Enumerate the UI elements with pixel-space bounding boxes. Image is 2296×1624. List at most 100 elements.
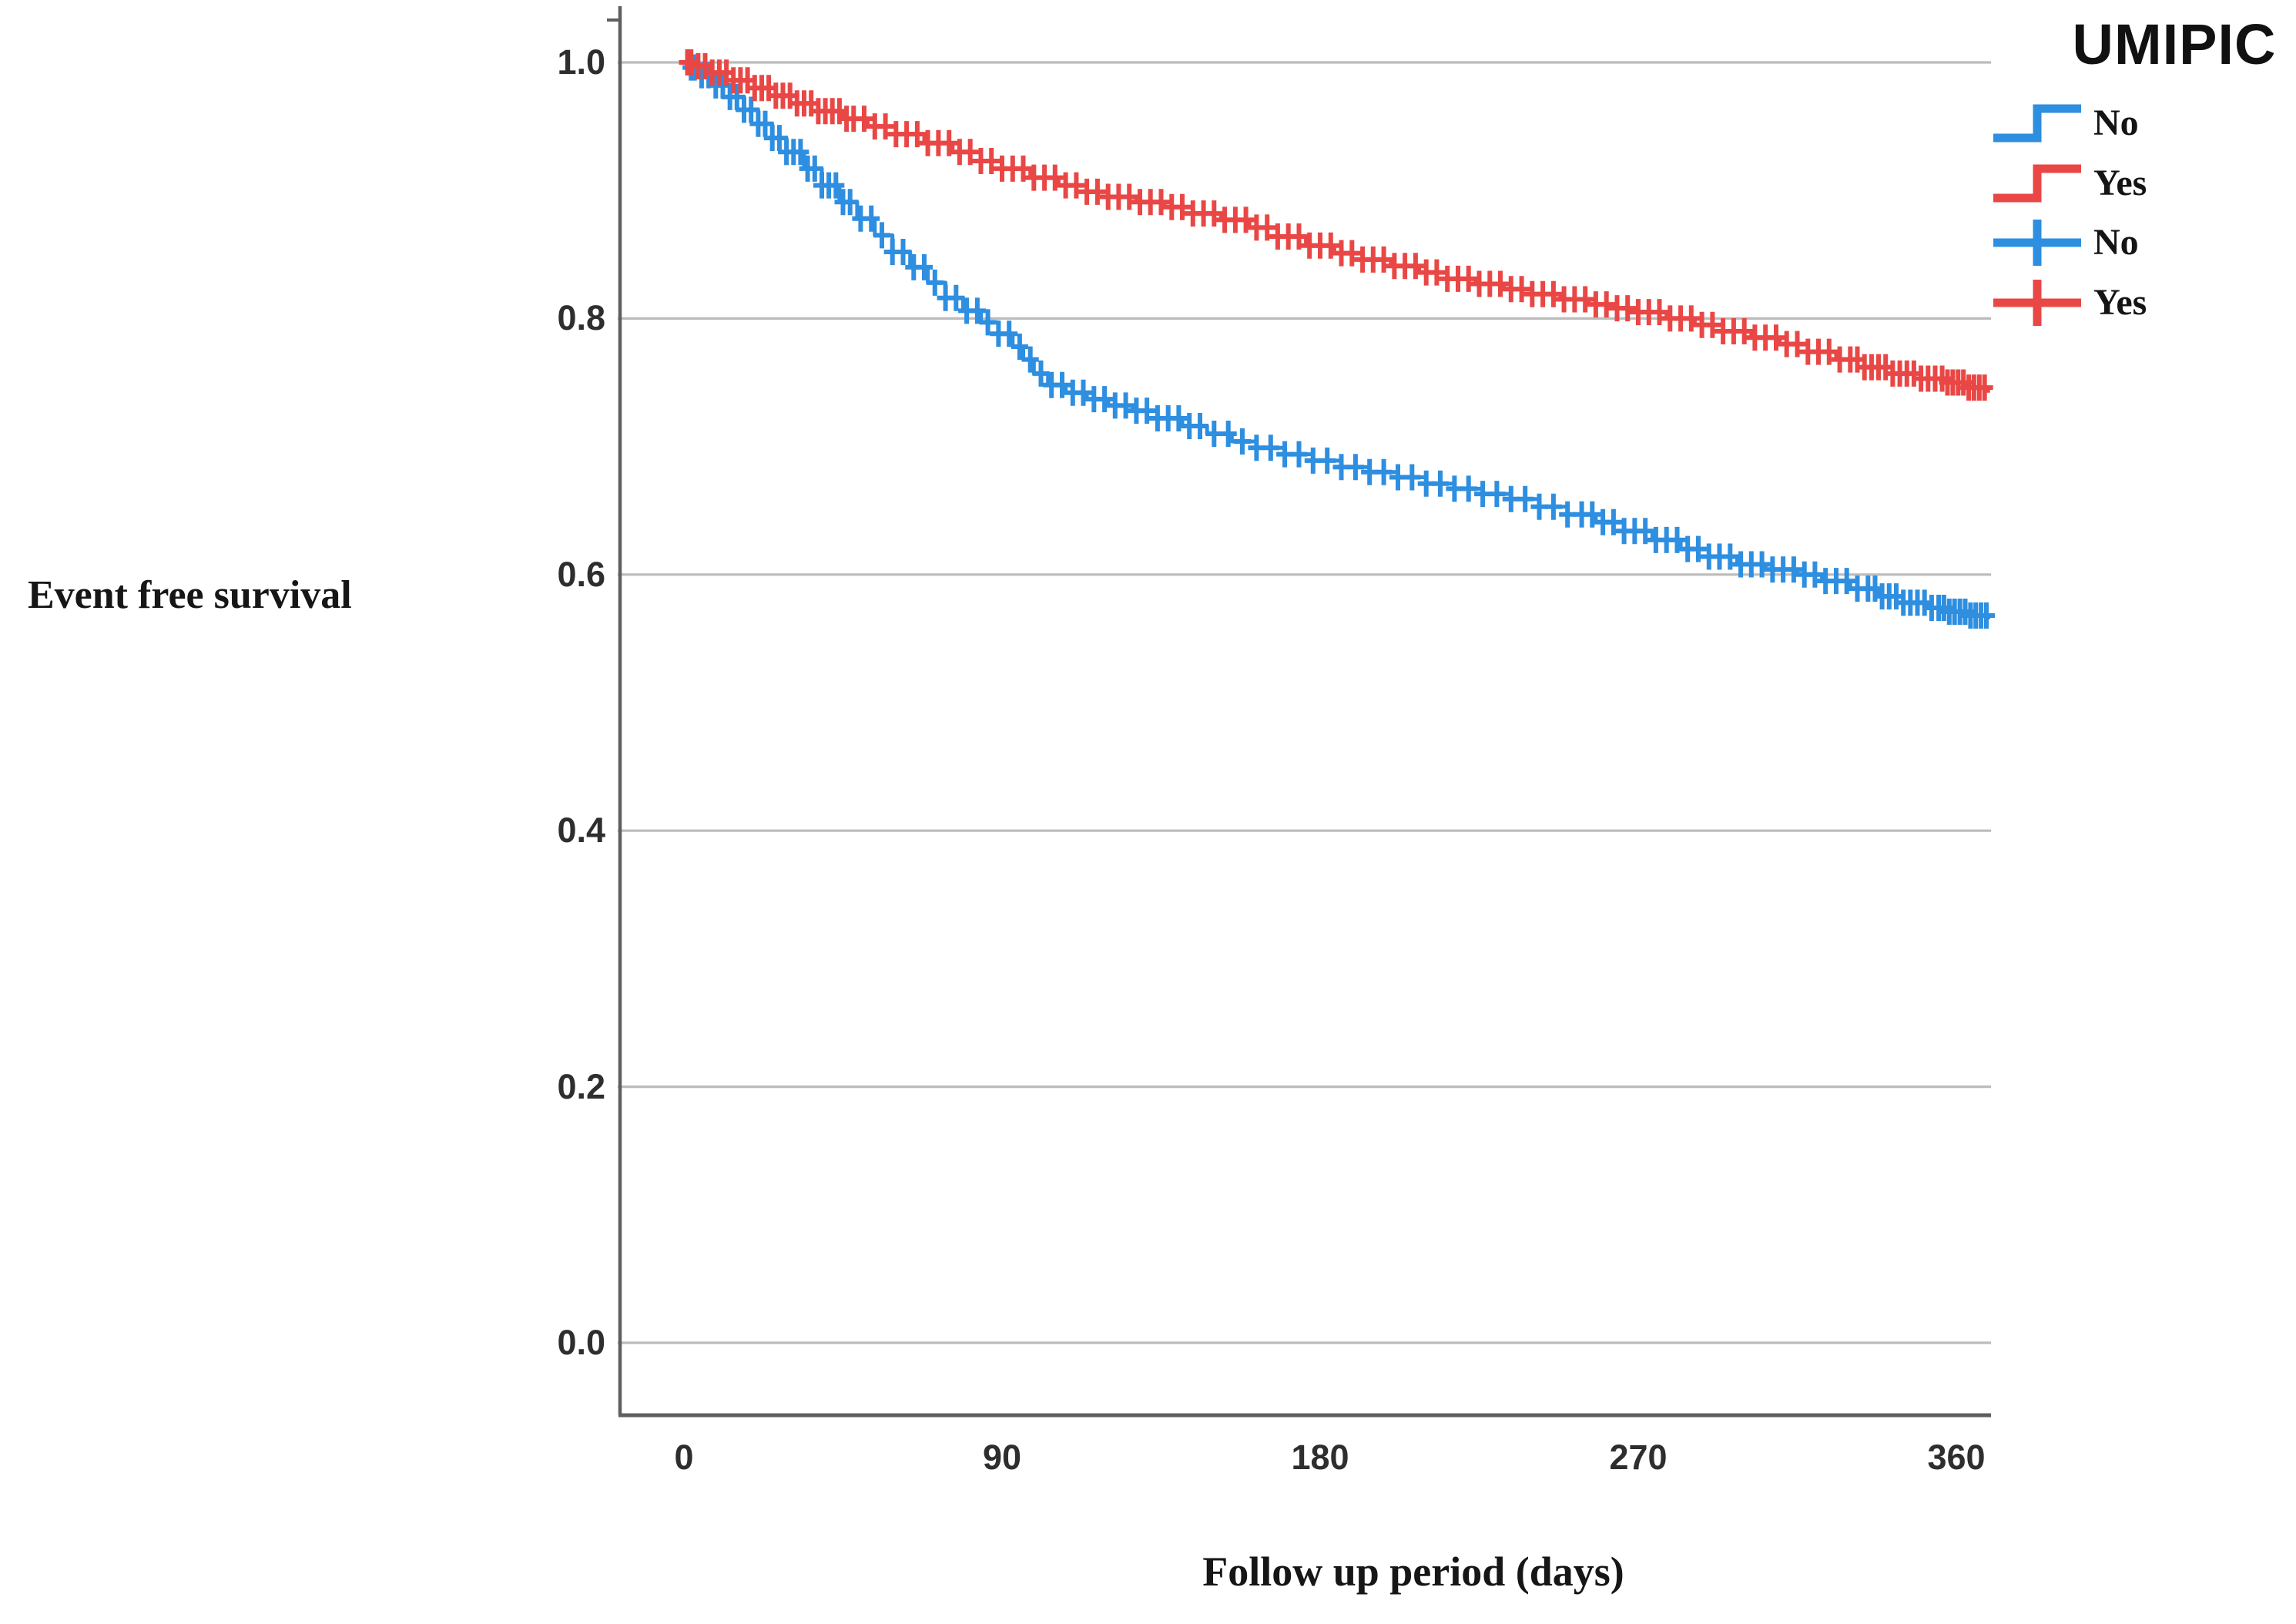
y-tick-label-1.0: 1.0: [557, 42, 605, 82]
censor-plus-mark: [841, 189, 859, 216]
censor-plus-mark: [1768, 324, 1785, 351]
legend-swatch-step-no: [1993, 104, 2081, 143]
censor-plus-mark: [1001, 320, 1018, 347]
censor-plus-mark: [1304, 447, 1322, 474]
censor-plus-mark: [756, 110, 774, 137]
censor-plus-mark: [1248, 435, 1265, 461]
censor-plus-mark: [1432, 470, 1449, 497]
censor-plus-mark: [1346, 454, 1364, 481]
censor-plus-mark: [1046, 164, 1064, 191]
censor-plus-mark: [1403, 464, 1421, 491]
censor-plus-mark: [1375, 458, 1393, 485]
censor-plus-mark: [1428, 259, 1446, 286]
censor-plus-mark: [947, 284, 965, 311]
censor-plus-mark: [1577, 286, 1594, 313]
censor-plus-mark: [1502, 485, 1520, 512]
censor-plus-mark: [1276, 441, 1294, 468]
x-tick-label-0: 0: [674, 1438, 694, 1477]
censor-plus-mark: [1290, 441, 1308, 468]
censor-plus-mark: [1838, 568, 1855, 595]
censor-plus-mark: [1460, 475, 1477, 502]
legend-label-1-yes: Yes: [2093, 163, 2147, 203]
censor-plus-mark: [1785, 556, 1802, 583]
censor-plus-mark: [1460, 265, 1477, 292]
censor-plus-mark: [1668, 526, 1686, 553]
censor-plus-mark: [1584, 501, 1601, 528]
y-tick-label-0.2: 0.2: [557, 1066, 605, 1106]
censor-plus-mark: [1011, 334, 1028, 360]
legend-swatch-step-yes: [1993, 164, 2081, 203]
censor-plus-mark: [1174, 193, 1191, 220]
censor-plus-mark: [806, 155, 823, 182]
y-tick-label-0.4: 0.4: [557, 810, 605, 851]
censor-plus-mark: [1343, 240, 1361, 267]
censor-plus-mark: [1544, 280, 1562, 307]
censor-plus-mark: [1032, 360, 1050, 387]
x-axis-title: Follow up period (days): [1202, 1549, 1624, 1595]
censor-plus-mark: [940, 129, 958, 156]
legend-swatch-plus-yes: [1993, 280, 2081, 326]
censor-plus-mark: [916, 253, 933, 280]
censor-plus-mark: [1651, 299, 1668, 326]
censor-plus-mark: [1753, 551, 1771, 578]
censor-plus-mark: [968, 297, 986, 324]
censor-plus-mark: [1259, 214, 1276, 241]
censor-plus-mark: [1088, 178, 1106, 205]
legend-label-3-yes: Yes: [2093, 282, 2147, 323]
censor-plus-mark: [1074, 379, 1092, 406]
censor-plus-mark: [1332, 454, 1350, 481]
censor-plus-mark: [1604, 508, 1622, 535]
censor-plus-mark: [827, 172, 845, 199]
censor-plus-mark: [873, 222, 890, 249]
censor-plus-mark: [894, 239, 912, 265]
x-tick-label-90: 90: [982, 1438, 1022, 1477]
censor-plus-mark: [1978, 602, 1995, 629]
censor-plus-mark: [1361, 458, 1379, 485]
censor-plus-mark: [1205, 421, 1223, 447]
y-axis-title: Event free survival: [28, 573, 352, 617]
censor-plus-mark: [1152, 189, 1170, 216]
censor-plus-mark: [1054, 371, 1071, 398]
censor-plus-mark: [1637, 518, 1654, 545]
censor-plus-mark: [1014, 155, 1032, 182]
censor-plus-mark: [856, 106, 873, 133]
censor-plus-mark: [1820, 338, 1838, 365]
censor-plus-mark: [1488, 481, 1506, 508]
x-tick-label-270: 270: [1609, 1438, 1668, 1477]
censor-plus-mark: [1492, 270, 1509, 297]
censor-plus-mark: [1290, 223, 1308, 250]
censor-plus-mark: [742, 96, 760, 123]
censor-plus-mark: [979, 309, 997, 336]
legend-label-2-no: No: [2093, 222, 2139, 263]
censor-plus-mark: [1192, 413, 1208, 439]
censor-plus-mark: [1375, 246, 1393, 273]
censor-plus-mark: [1690, 535, 1707, 562]
censor-plus-mark: [1597, 291, 1615, 318]
censor-plus-mark: [1735, 318, 1753, 344]
censor-plus-mark: [770, 125, 788, 152]
censor-plus-mark: [1322, 232, 1339, 259]
censor-plus-mark: [1138, 398, 1156, 424]
censor-plus-mark: [792, 139, 809, 166]
censor-plus-mark: [1704, 311, 1721, 338]
censor-plus-mark: [1406, 253, 1424, 280]
censor-plus-mark: [1205, 200, 1223, 227]
censor-plus-mark: [1976, 374, 1993, 401]
censor-plus-mark: [1096, 386, 1114, 413]
censor-plus-mark: [877, 113, 894, 140]
censor-plus-mark: [1513, 276, 1530, 303]
censor-plus-mark: [1121, 183, 1138, 210]
censor-plus-mark: [1068, 172, 1085, 199]
censor-plus-mark: [1237, 206, 1255, 233]
censor-plus-mark: [1170, 405, 1188, 431]
censor-plus-mark: [961, 139, 979, 166]
x-tick-label-360: 360: [1927, 1438, 1986, 1477]
legend-swatch-plus-no: [1993, 220, 2081, 266]
censor-plus-mark: [1319, 447, 1336, 474]
legend-label-0-no: No: [2093, 102, 2139, 143]
censor-plus-mark: [1021, 346, 1039, 373]
censor-plus-mark: [1721, 543, 1739, 570]
censor-plus-mark: [1234, 428, 1251, 455]
